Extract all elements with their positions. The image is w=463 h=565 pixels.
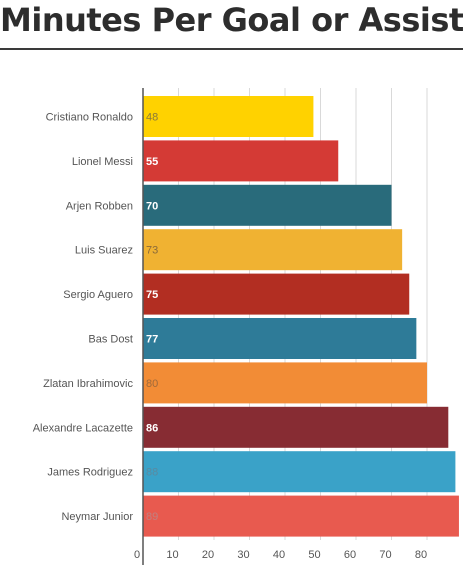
data-label: 88 [146,467,158,479]
title-rule [0,48,463,50]
data-label: 80 [146,378,158,390]
x-tick-label: 10 [166,549,178,561]
x-tick-label: 30 [237,549,249,561]
x-tick-label: 50 [308,549,320,561]
data-label: 73 [146,245,158,257]
category-label: Neymar Junior [61,511,133,523]
bar-bas-dost [143,318,417,359]
category-label: Alexandre Lacazette [33,422,133,434]
bar-lionel-messi [143,140,339,182]
data-label: 86 [146,422,158,434]
category-label: Bas Dost [88,334,133,346]
bar-arjen-robben [143,184,392,226]
x-tick-label: 40 [273,549,285,561]
bar-zlatan-ibrahimovic [143,362,427,404]
data-label: 55 [146,156,158,168]
bar-alexandre-lacazette [143,406,449,448]
bar-cristiano-ronaldo [143,96,314,137]
bar-luis-suarez [143,229,403,271]
axes: 0 10 20 30 40 50 60 70 80 [134,88,427,565]
x-tick-label: 20 [202,549,214,561]
category-label: Lionel Messi [72,156,133,168]
data-label: 75 [146,289,158,301]
bar-james-rodriguez [143,451,456,493]
page-title: Minutes Per Goal or Assist [0,1,463,39]
x-tick-label: 60 [344,549,356,561]
bar-neymar-junior [143,495,459,537]
category-label: Sergio Aguero [63,289,133,301]
bar-sergio-aguero [143,273,410,315]
category-label: James Rodriguez [47,467,133,479]
category-label: Zlatan Ibrahimovic [43,378,133,390]
category-label: Cristiano Ronaldo [46,112,133,124]
x-tick-label: 70 [379,549,391,561]
category-label: Arjen Robben [66,200,133,212]
category-label: Luis Suarez [75,245,133,257]
data-label: 70 [146,200,158,212]
bars [143,96,459,537]
data-label: 48 [146,112,158,124]
x-tick-label: 80 [415,549,427,561]
data-label: 89 [146,511,158,523]
x-tick-label: 0 [134,549,140,561]
data-label: 77 [146,334,158,346]
labels: Cristiano Ronaldo 48 Lionel Messi 55 Arjen R… [33,112,159,524]
